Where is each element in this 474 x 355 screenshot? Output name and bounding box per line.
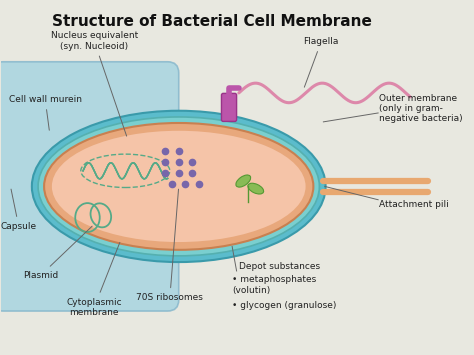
Text: Plasmid: Plasmid <box>23 226 92 280</box>
FancyBboxPatch shape <box>221 93 237 121</box>
Text: Cell wall murein: Cell wall murein <box>9 95 82 130</box>
Ellipse shape <box>52 131 306 242</box>
Text: Depot substances: Depot substances <box>239 262 320 271</box>
Text: Flagella: Flagella <box>303 37 339 87</box>
Text: Outer membrane
(only in gram-
negative bacteria): Outer membrane (only in gram- negative b… <box>379 94 463 124</box>
Ellipse shape <box>32 111 326 262</box>
Text: Attachment pili: Attachment pili <box>379 200 449 209</box>
FancyBboxPatch shape <box>0 62 179 311</box>
Text: Structure of Bacterial Cell Membrane: Structure of Bacterial Cell Membrane <box>52 14 372 29</box>
Ellipse shape <box>38 117 319 256</box>
Text: Capsule: Capsule <box>0 189 37 231</box>
Text: 70S ribosomes: 70S ribosomes <box>137 189 203 302</box>
Ellipse shape <box>44 123 313 250</box>
Text: Cytoplasmic
membrane: Cytoplasmic membrane <box>66 242 122 317</box>
Text: • glycogen (granulose): • glycogen (granulose) <box>232 301 337 310</box>
Ellipse shape <box>248 183 264 194</box>
Text: Nucleus equivalent
(syn. Nucleoid): Nucleus equivalent (syn. Nucleoid) <box>51 31 138 136</box>
Text: • metaphosphates
(volutin): • metaphosphates (volutin) <box>232 275 317 295</box>
Ellipse shape <box>236 175 251 187</box>
